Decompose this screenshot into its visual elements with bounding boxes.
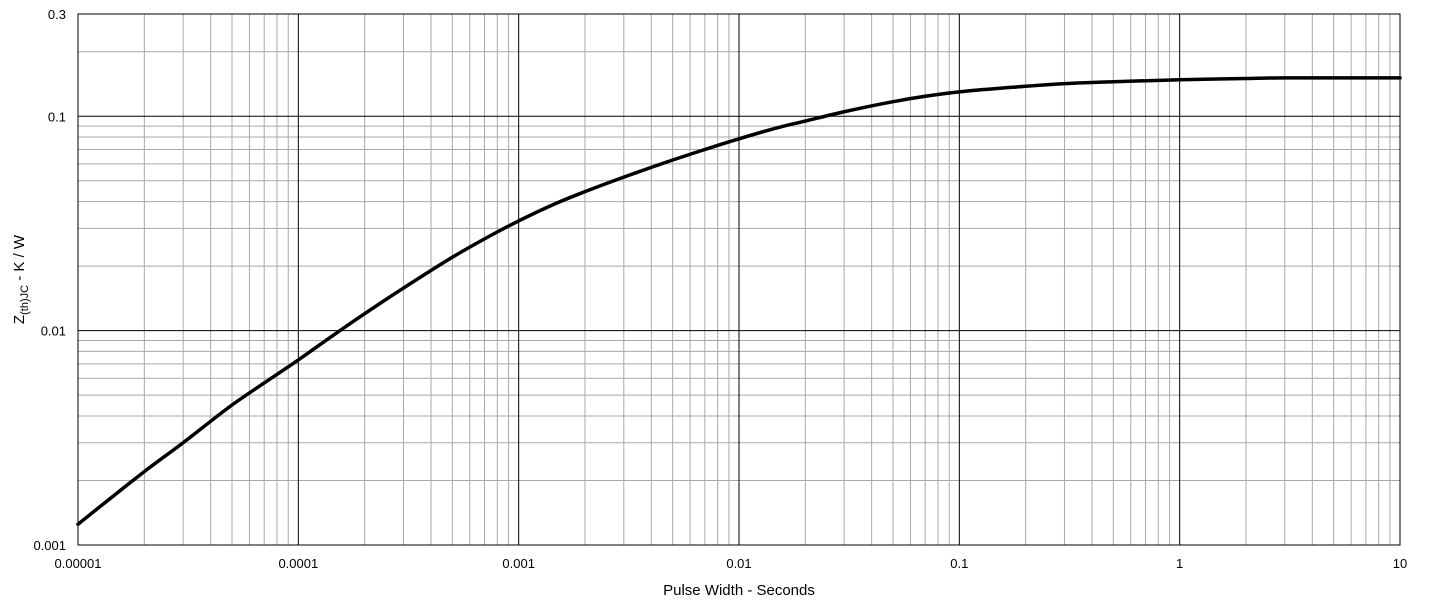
y-axis-tick-labels: 0.001 0.01 0.1 0.3 [33,7,66,553]
x-tick-label: 10 [1393,556,1407,571]
x-axis-title: Pulse Width - Seconds [663,582,815,599]
x-tick-label: 0.001 [502,556,535,571]
x-tick-label: 1 [1176,556,1183,571]
y-tick-label: 0.001 [33,538,66,553]
y-axis-title: Z(th)JC - K / W [11,234,31,324]
y-tick-label: 0.3 [48,7,66,22]
y-tick-label: 0.1 [48,109,66,124]
x-tick-label: 0.00001 [55,556,102,571]
y-tick-label: 0.01 [41,324,66,339]
x-tick-label: 0.1 [950,556,968,571]
x-tick-label: 0.01 [726,556,751,571]
x-axis-tick-labels: 0.00001 0.0001 0.001 0.01 0.1 1 10 [55,556,1408,571]
zth-curve-line [76,76,1402,526]
y-axis-title-subscript: (th)JC [19,285,31,315]
y-axis-title-suffix: - K / W [11,234,28,285]
major-gridlines [78,14,1400,545]
plot-area-border [77,13,1401,546]
x-tick-label: 0.0001 [278,556,318,571]
y-axis-title-main: Z [11,315,28,324]
